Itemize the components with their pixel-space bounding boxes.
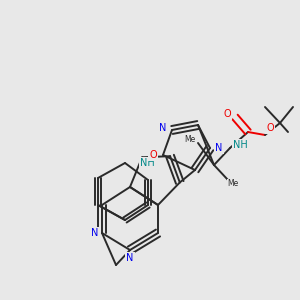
Text: NH: NH <box>232 140 247 150</box>
Text: NH: NH <box>140 158 154 168</box>
Text: O: O <box>266 123 274 133</box>
Text: O: O <box>223 109 231 119</box>
Text: N: N <box>215 143 223 153</box>
Text: Me: Me <box>184 134 196 143</box>
Text: O: O <box>149 150 157 160</box>
Text: N: N <box>91 228 99 238</box>
Text: Me: Me <box>227 179 239 188</box>
Text: N: N <box>159 123 167 133</box>
Text: N: N <box>126 253 134 263</box>
